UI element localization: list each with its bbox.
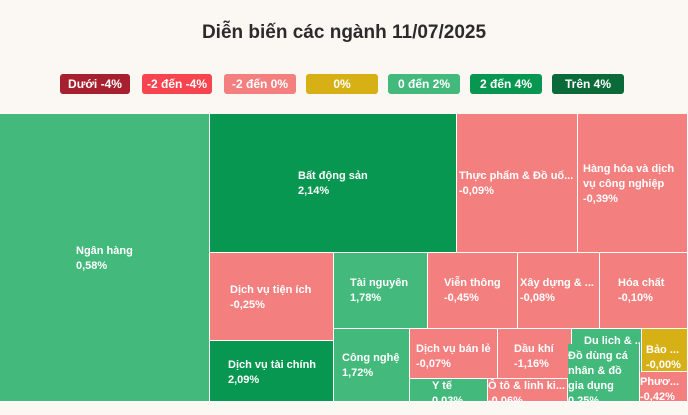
tile-sector-name: Y tế	[432, 380, 452, 392]
tile-change-value: -0,00%	[646, 359, 681, 371]
tile-change-value: 1,78%	[350, 292, 382, 304]
legend-item-above-4[interactable]: Trên 4%	[552, 74, 624, 94]
tile-sector-name: Hóa chất	[618, 277, 665, 289]
treemap-tile[interactable]: Công nghệ 1,72%	[334, 329, 410, 402]
tile-change-value: 1,72%	[342, 367, 374, 379]
tile-sector-name: Viễn thông	[444, 277, 501, 289]
tile-change-value: -0,42%	[640, 391, 675, 402]
tile-change-value: -1,16%	[514, 358, 549, 370]
tile-sector-name: Dịch vụ tiện ích	[230, 284, 312, 296]
tile-change-value: 0,25%	[568, 395, 600, 402]
tile-change-value: 2,09%	[228, 374, 260, 386]
legend-item-zero[interactable]: 0%	[306, 74, 378, 94]
treemap-tile[interactable]: Ô tô & linh ki... -0,06%	[488, 379, 568, 402]
treemap-tile[interactable]: Dịch vụ tài chính 2,09%	[210, 341, 334, 402]
tile-change-value: -0,25%	[230, 299, 265, 311]
tile-change-value: -0,06%	[488, 395, 523, 402]
tile-sector-name: Dịch vụ bán lẻ	[416, 343, 491, 355]
tile-sector-name: Đồ dùng cá nhân & đồ gia dụng	[568, 350, 628, 392]
legend-item-neg4-to-neg2[interactable]: -2 đến -4%	[142, 74, 212, 94]
tile-sector-name: Phươ...	[640, 376, 680, 388]
tile-sector-name: Hàng hóa và dịch vụ công nghiệp	[583, 163, 675, 190]
tile-change-value: 0,03%	[432, 395, 464, 402]
treemap-tile[interactable]: Dịch vụ tiện ích -0,25%	[210, 253, 334, 341]
treemap-tile[interactable]: Viễn thông -0,45%	[428, 253, 518, 329]
treemap-tile[interactable]: Ngân hàng 0,58%	[0, 114, 210, 402]
tile-sector-name: Thực phẩm & Đồ uố...	[459, 170, 574, 182]
tile-sector-name: Dầu khí	[514, 343, 554, 355]
tile-sector-name: Bất động sản	[298, 170, 368, 182]
legend-item-0-to-2[interactable]: 0 đến 2%	[388, 74, 460, 94]
treemap-tile[interactable]: Thực phẩm & Đồ uố... -0,09%	[457, 114, 578, 253]
tile-change-value: 0,58%	[76, 260, 108, 272]
tile-sector-name: Tài nguyên	[350, 277, 409, 289]
tile-sector-name: Xây dựng & ...	[520, 277, 594, 289]
legend-item-neg2-to-0[interactable]: -2 đến 0%	[224, 74, 296, 94]
treemap-tile[interactable]: Dịch vụ bán lẻ -0,07%	[410, 329, 498, 379]
treemap: Ngân hàng 0,58% Bất động sản 2,14% Thực phẩm…	[0, 114, 688, 402]
treemap-tile[interactable]: Xây dựng & ... -0,08%	[518, 253, 600, 329]
treemap-tile[interactable]: Bảo ... -0,00%	[642, 329, 688, 372]
treemap-tile[interactable]: Hàng hóa và dịch vụ công nghiệp -0,39%	[578, 114, 688, 253]
tile-change-value: -0,07%	[416, 358, 451, 370]
legend-item-below-neg4[interactable]: Dưới -4%	[60, 74, 130, 94]
tile-sector-name: Bảo ...	[646, 344, 680, 356]
treemap-tile[interactable]: Bất động sản 2,14%	[210, 114, 457, 253]
treemap-tile[interactable]: Tài nguyên 1,78%	[334, 253, 428, 329]
treemap-tile[interactable]: Y tế 0,03%	[410, 379, 488, 402]
treemap-tile[interactable]: Hóa chất -0,10%	[600, 253, 688, 329]
tile-sector-name: Ô tô & linh ki...	[488, 380, 565, 392]
treemap-tile[interactable]: Phươ... -0,42%	[640, 372, 688, 402]
chart-title: Diễn biến các ngành 11/07/2025	[201, 22, 487, 43]
tile-change-value: -0,09%	[459, 185, 494, 197]
tile-sector-name: Dịch vụ tài chính	[228, 359, 317, 371]
treemap-tile[interactable]: Đồ dùng cá nhân & đồ gia dụng 0,25%	[568, 344, 640, 402]
treemap-tile[interactable]: Dầu khí -1,16%	[498, 329, 572, 379]
tile-change-value: -0,08%	[520, 292, 555, 304]
tile-sector-name: Công nghệ	[342, 352, 400, 364]
tile-sector-name: Ngân hàng	[76, 245, 133, 257]
legend-item-2-to-4[interactable]: 2 đến 4%	[470, 74, 542, 94]
tile-change-value: 2,14%	[298, 185, 330, 197]
tile-change-value: -0,10%	[618, 292, 653, 304]
tile-change-value: -0,45%	[444, 292, 479, 304]
tile-change-value: -0,39%	[583, 193, 618, 205]
